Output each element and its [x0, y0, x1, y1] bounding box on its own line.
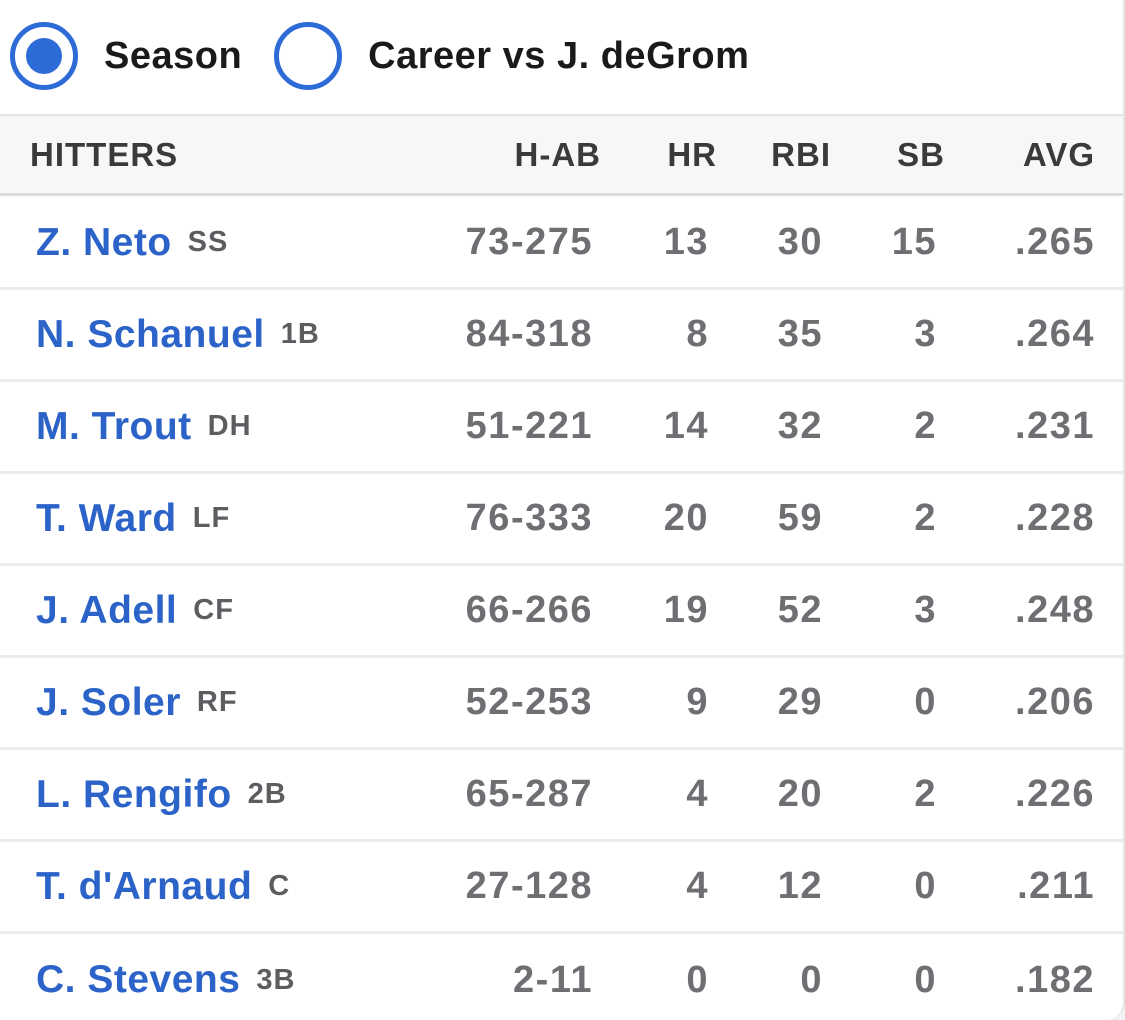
player-position: 3B: [256, 963, 296, 996]
table-row[interactable]: Z. Neto SS 73-275 13 30 15 .265: [0, 198, 1123, 290]
rbi-value: 0: [800, 958, 823, 1001]
hitter-cell: L. Rengifo 2B: [36, 750, 287, 839]
sb-value: 0: [914, 958, 937, 1001]
rbi-value: 52: [777, 589, 823, 631]
sb-value: 2: [914, 497, 937, 539]
table-row[interactable]: T. d'Arnaud C 27-128 4 12 0 .211: [0, 842, 1123, 934]
season-radio-option[interactable]: Season: [10, 22, 274, 90]
avg-value: .211: [1017, 865, 1095, 907]
hitter-cell: C. Stevens 3B: [36, 934, 296, 1020]
season-radio-label: Season: [104, 34, 243, 77]
career-vs-pitcher-radio-option[interactable]: Career vs J. deGrom: [274, 22, 749, 90]
sb-value: 3: [914, 313, 937, 355]
h-ab-value: 52-253: [465, 681, 593, 723]
rbi-value: 20: [777, 773, 823, 815]
rbi-value: 29: [777, 681, 823, 723]
sb-value: 3: [914, 589, 937, 631]
season-radio-button[interactable]: [10, 22, 78, 90]
player-name-link[interactable]: T. d'Arnaud: [36, 864, 253, 908]
header-hr: HR: [667, 135, 717, 173]
table-row[interactable]: M. Trout DH 51-221 14 32 2 .231: [0, 382, 1123, 474]
player-position: CF: [193, 594, 234, 626]
header-rbi: RBI: [771, 135, 831, 173]
hr-value: 20: [663, 497, 709, 539]
sb-value: 2: [914, 405, 937, 447]
h-ab-value: 73-275: [465, 221, 593, 263]
avg-value: .265: [1015, 221, 1095, 263]
hitter-cell: T. d'Arnaud C: [36, 842, 290, 931]
player-position: 2B: [247, 778, 287, 810]
sb-value: 15: [891, 221, 937, 263]
table-row[interactable]: C. Stevens 3B 2-11 0 0 0 .182: [0, 934, 1123, 1020]
table-row[interactable]: N. Schanuel 1B 84-318 8 35 3 .264: [0, 290, 1123, 382]
hitter-cell: J. Adell CF: [36, 566, 234, 655]
player-position: LF: [192, 502, 231, 534]
hitter-cell: Z. Neto SS: [36, 198, 228, 287]
hr-value: 14: [663, 405, 709, 447]
hitter-cell: M. Trout DH: [36, 382, 252, 471]
hitter-cell: J. Soler RF: [36, 658, 238, 747]
h-ab-value: 51-221: [465, 405, 593, 447]
h-ab-value: 84-318: [465, 313, 593, 355]
table-header: HITTERS H-AB HR RBI SB AVG: [0, 114, 1123, 196]
avg-value: .182: [1015, 958, 1095, 1001]
player-name-link[interactable]: J. Adell: [36, 588, 178, 632]
hr-value: 19: [663, 589, 709, 631]
header-sb: SB: [897, 135, 945, 173]
rbi-value: 35: [777, 313, 823, 355]
rbi-value: 59: [777, 497, 823, 539]
sb-value: 0: [914, 681, 937, 723]
player-name-link[interactable]: Z. Neto: [36, 220, 172, 264]
player-name-link[interactable]: M. Trout: [36, 404, 192, 448]
hitter-cell: N. Schanuel 1B: [36, 290, 320, 379]
h-ab-value: 66-266: [465, 589, 593, 631]
h-ab-value: 65-287: [465, 773, 593, 815]
avg-value: .248: [1015, 589, 1095, 631]
avg-value: .228: [1015, 497, 1095, 539]
table-row[interactable]: L. Rengifo 2B 65-287 4 20 2 .226: [0, 750, 1123, 842]
rbi-value: 32: [777, 405, 823, 447]
header-h-ab: H-AB: [514, 135, 601, 173]
player-position: SS: [187, 226, 229, 258]
career-vs-pitcher-radio-button[interactable]: [274, 22, 343, 90]
sb-value: 2: [914, 773, 937, 815]
hr-value: 13: [663, 221, 709, 263]
player-name-link[interactable]: L. Rengifo: [36, 772, 232, 816]
hr-value: 0: [686, 958, 709, 1001]
radio-selected-dot: [26, 38, 62, 74]
rbi-value: 30: [777, 221, 823, 263]
hr-value: 4: [686, 865, 709, 907]
player-name-link[interactable]: T. Ward: [36, 496, 177, 540]
player-position: RF: [196, 686, 238, 718]
h-ab-value: 27-128: [465, 865, 593, 907]
header-avg: AVG: [1022, 135, 1095, 173]
hr-value: 4: [686, 773, 709, 815]
avg-value: .226: [1015, 773, 1095, 815]
player-position: C: [268, 870, 291, 902]
hr-value: 8: [686, 313, 709, 355]
career-vs-pitcher-radio-label: Career vs J. deGrom: [368, 34, 750, 77]
hitter-cell: T. Ward LF: [36, 474, 230, 563]
player-name-link[interactable]: N. Schanuel: [36, 312, 265, 356]
avg-value: .206: [1015, 681, 1095, 723]
stats-scope-toggle: Season Career vs J. deGrom: [0, 0, 1123, 112]
h-ab-value: 76-333: [465, 497, 593, 539]
player-position: DH: [207, 410, 252, 442]
table-row[interactable]: T. Ward LF 76-333 20 59 2 .228: [0, 474, 1123, 566]
hr-value: 9: [686, 681, 709, 723]
table-row[interactable]: J. Soler RF 52-253 9 29 0 .206: [0, 658, 1123, 750]
player-position: 1B: [280, 318, 320, 350]
avg-value: .231: [1015, 405, 1095, 447]
h-ab-value: 2-11: [513, 958, 593, 1001]
header-hitters: HITTERS: [30, 135, 179, 173]
player-name-link[interactable]: C. Stevens: [36, 958, 241, 1001]
player-name-link[interactable]: J. Soler: [36, 680, 181, 724]
sb-value: 0: [914, 865, 937, 907]
rbi-value: 12: [777, 865, 823, 907]
table-row[interactable]: J. Adell CF 66-266 19 52 3 .248: [0, 566, 1123, 658]
avg-value: .264: [1015, 313, 1095, 355]
